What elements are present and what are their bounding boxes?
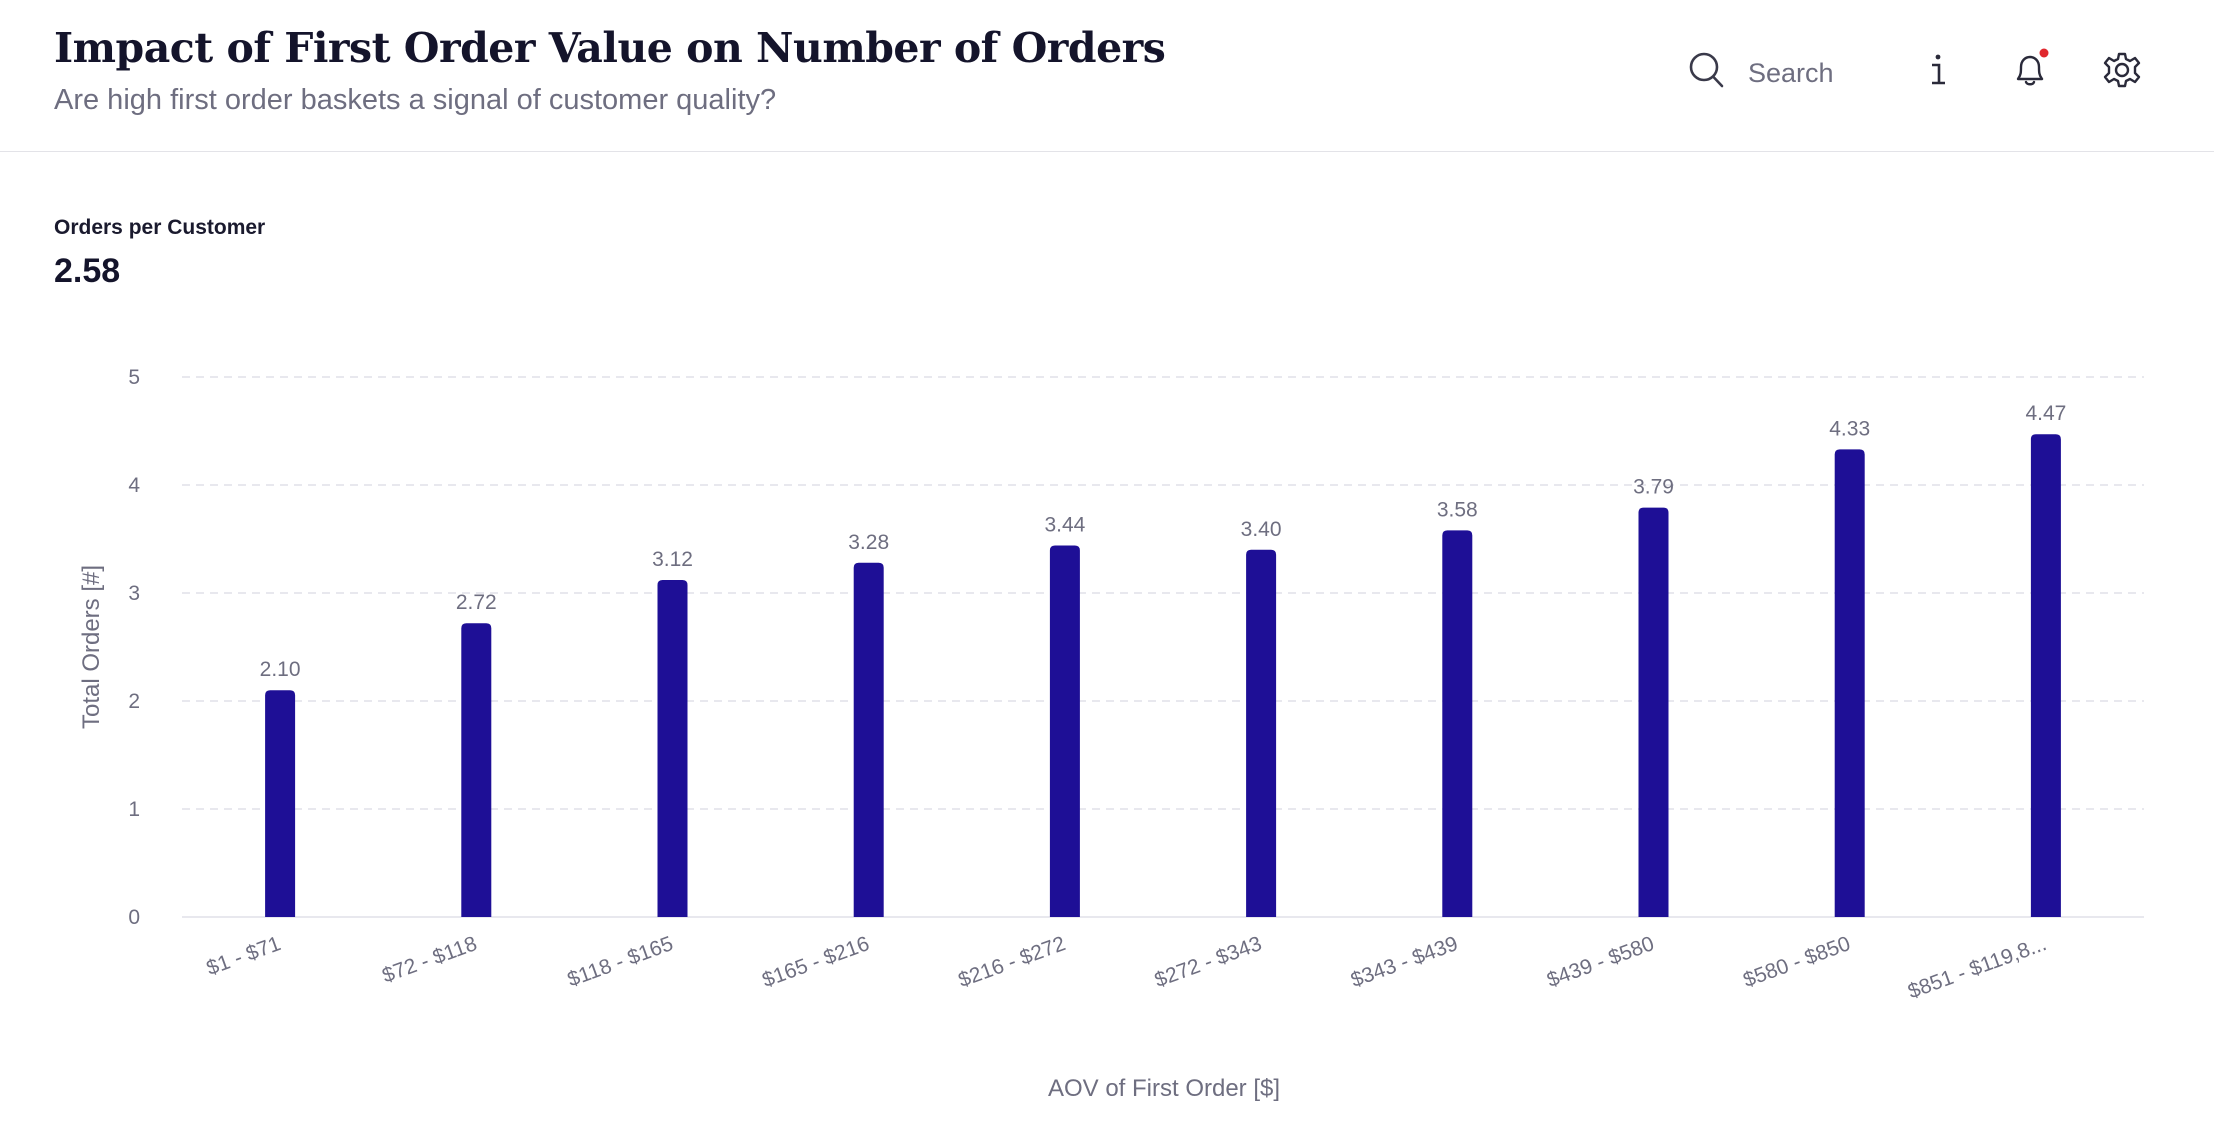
bar[interactable] bbox=[657, 580, 688, 917]
bar-value-label: 3.28 bbox=[848, 531, 889, 554]
x-tick-label: $1 - $71 bbox=[204, 932, 284, 980]
bar-value-label: 3.40 bbox=[1241, 518, 1282, 541]
page-title: Impact of First Order Value on Number of… bbox=[54, 24, 1166, 72]
notifications-button[interactable] bbox=[2006, 48, 2054, 96]
kpi-label: Orders per Customer bbox=[54, 216, 266, 239]
bar[interactable] bbox=[1246, 549, 1277, 917]
y-tick-label: 5 bbox=[128, 366, 140, 389]
y-tick-label: 3 bbox=[128, 582, 140, 605]
page-subtitle: Are high first order baskets a signal of… bbox=[54, 84, 777, 116]
x-tick-label: $165 - $216 bbox=[759, 932, 872, 992]
info-button[interactable] bbox=[1914, 48, 1962, 96]
x-tick-label: $272 - $343 bbox=[1152, 932, 1265, 992]
gear-icon bbox=[2102, 50, 2142, 95]
bar[interactable] bbox=[853, 562, 884, 917]
kpi-value: 2.58 bbox=[54, 252, 121, 290]
bar-value-label: 2.72 bbox=[456, 591, 497, 614]
y-axis-title: Total Orders [#] bbox=[78, 565, 105, 729]
bar-value-label: 3.58 bbox=[1437, 498, 1478, 521]
bar[interactable] bbox=[1834, 449, 1865, 917]
bar-chart: 0 1 2 3 4 5 2.10 $1 - $71 2.72 $72 - $118 3.12 $118… bbox=[78, 366, 2144, 1102]
x-tick-label: $118 - $165 bbox=[564, 932, 676, 991]
x-tick-label: $216 - $272 bbox=[955, 932, 1068, 992]
bar-value-label: 3.12 bbox=[652, 548, 693, 571]
bar-value-label: 2.10 bbox=[260, 658, 301, 681]
y-tick-label: 0 bbox=[128, 906, 140, 929]
bell-icon bbox=[2008, 48, 2052, 97]
x-tick-label: $439 - $580 bbox=[1544, 932, 1657, 992]
bar-value-label: 3.44 bbox=[1044, 513, 1085, 536]
notification-dot bbox=[2039, 48, 2049, 57]
x-tick-label: $851 - $119,8... bbox=[1905, 932, 2050, 1003]
bar[interactable] bbox=[461, 623, 492, 917]
x-tick-label: $343 - $439 bbox=[1348, 932, 1461, 992]
header: Impact of First Order Value on Number of… bbox=[0, 0, 2214, 152]
search-placeholder: Search bbox=[1748, 57, 1834, 88]
y-tick-label: 1 bbox=[128, 798, 140, 821]
y-tick-label: 4 bbox=[128, 474, 140, 497]
bar[interactable] bbox=[1442, 530, 1473, 917]
settings-button[interactable] bbox=[2098, 48, 2146, 96]
x-tick-label: $72 - $118 bbox=[379, 932, 480, 987]
bar-value-label: 4.47 bbox=[2025, 402, 2066, 425]
search-icon bbox=[1688, 51, 1726, 96]
bar-value-label: 3.79 bbox=[1633, 476, 1674, 499]
y-tick-label: 2 bbox=[128, 690, 140, 713]
info-icon bbox=[1926, 52, 1950, 93]
bar[interactable] bbox=[2030, 434, 2061, 917]
bar[interactable] bbox=[1049, 545, 1080, 917]
bar[interactable] bbox=[1638, 507, 1669, 917]
bar-value-label: 4.33 bbox=[1829, 417, 1870, 440]
x-tick-label: $580 - $850 bbox=[1740, 932, 1853, 992]
x-axis-title: AOV of First Order [$] bbox=[1048, 1075, 1280, 1102]
search-box[interactable]: Search bbox=[1688, 50, 1834, 96]
bar[interactable] bbox=[265, 690, 296, 917]
